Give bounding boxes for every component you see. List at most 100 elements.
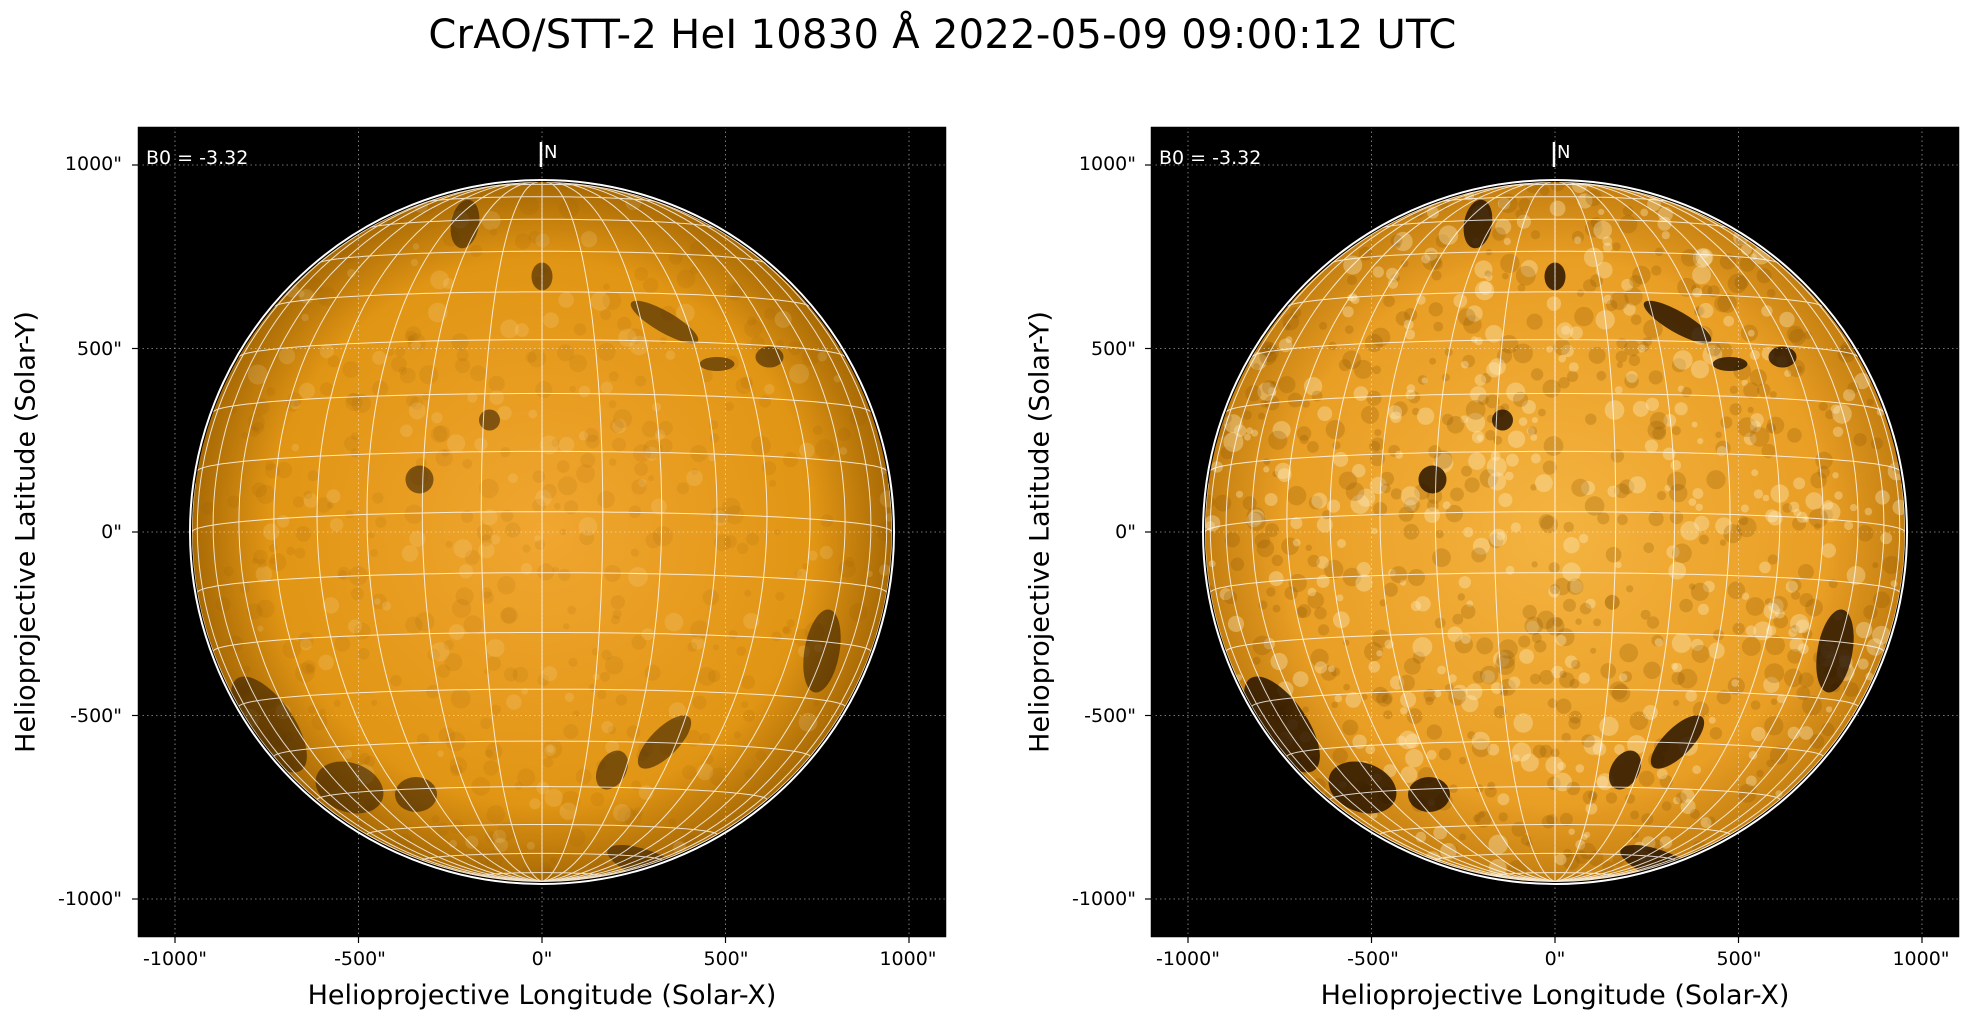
latitude-line: [1251, 688, 1859, 707]
latitude-line: [1436, 196, 1674, 204]
latitude-line: [317, 250, 767, 264]
x-tick-label: -1000": [1156, 948, 1220, 970]
latitude-line: [1329, 786, 1781, 800]
x-tick-label: -1000": [143, 948, 207, 970]
y-tick-label: 500": [1090, 338, 1136, 360]
latitude-line: [192, 511, 892, 533]
longitude-line: [192, 483, 543, 882]
dark-filament: [1418, 465, 1447, 494]
dark-filament: [1712, 357, 1748, 371]
longitude-line: [541, 483, 892, 882]
dark-filament: [630, 300, 699, 344]
axis-ticks: [132, 164, 910, 943]
b0-annotation: B0 = -3.32: [1159, 147, 1262, 169]
longitude-line: [1554, 182, 1824, 882]
longitude-line: [273, 182, 543, 882]
x-axis-label: Helioprojective Longitude (Solar-X): [307, 980, 777, 1011]
longitude-line: [1554, 182, 1859, 882]
longitude-line: [541, 182, 811, 882]
axis-ticks: [1145, 164, 1923, 943]
latitude-line: [480, 872, 604, 877]
x-tick-label: 1000": [1892, 948, 1950, 970]
latitude-line: [423, 196, 661, 204]
dark-filament: [1328, 761, 1397, 814]
dark-filament: [395, 777, 437, 812]
dark-filament: [1408, 777, 1450, 812]
dark-filament: [479, 409, 500, 431]
solar-image-panel-left: B0 = -3.32 N: [132, 126, 947, 943]
y-tick-label: -500": [70, 705, 122, 727]
longitude-line: [1225, 184, 1556, 882]
latitude-line: [1330, 250, 1780, 264]
dark-filament: [1492, 409, 1513, 431]
x-tick-label: 500": [703, 948, 749, 970]
latitude-line: [1205, 511, 1905, 533]
latitude-line: [1287, 291, 1823, 307]
dark-filament: [1608, 750, 1642, 790]
dark-filament: [1816, 609, 1854, 693]
dark-filament: [637, 715, 692, 769]
longitude-line: [421, 182, 543, 882]
longitude-line: [212, 184, 543, 882]
y-tick-label: 1000": [1078, 153, 1136, 175]
longitude-line: [238, 182, 543, 882]
latitude-line: [238, 688, 846, 707]
b0-annotation: B0 = -3.32: [146, 147, 249, 169]
longitude-line: [316, 182, 543, 882]
latitude-line: [274, 291, 810, 307]
longitude-line: [541, 182, 718, 882]
x-tick-label: 500": [1716, 948, 1762, 970]
y-tick-label: 0": [1115, 521, 1136, 543]
longitude-line: [1554, 483, 1905, 882]
longitude-line: [541, 194, 888, 882]
solar-disk-image-left: [132, 126, 947, 943]
longitude-line: [1554, 182, 1676, 882]
axes-frame: [137, 126, 947, 938]
y-tick-label: 1000": [64, 153, 122, 175]
y-tick-label: -500": [1084, 705, 1136, 727]
latitude-line: [421, 852, 663, 861]
longitude-line: [1554, 182, 1617, 882]
north-marker-label: N: [544, 142, 558, 163]
y-axis-label: Helioprojective Latitude (Solar-Y): [1024, 311, 1056, 753]
latitude-line: [1493, 872, 1617, 877]
axis-gridlines: [138, 127, 946, 937]
figure-title: CrAO/STT-2 HeI 10830 Å 2022-05-09 09:00:…: [428, 12, 1457, 58]
longitude-line: [1554, 194, 1901, 882]
x-tick-label: -500": [334, 948, 386, 970]
longitude-line: [1205, 483, 1556, 882]
longitude-line: [1554, 182, 1781, 882]
y-tick-label: -1000": [1072, 888, 1136, 910]
longitude-line: [1379, 182, 1556, 882]
latitude-line: [1496, 183, 1614, 188]
y-tick-label: 500": [76, 338, 122, 360]
dark-filament: [699, 357, 735, 371]
latitude-line: [1434, 852, 1676, 861]
heliographic-grid: [192, 182, 892, 882]
latitude-line: [483, 183, 601, 188]
longitude-line: [541, 184, 872, 882]
longitude-line: [196, 194, 543, 882]
latitude-line: [367, 218, 717, 229]
longitude-line: [366, 182, 543, 882]
longitude-line: [541, 182, 604, 882]
longitude-line: [541, 182, 663, 882]
longitude-line: [1209, 194, 1556, 882]
y-tick-label: -1000": [58, 888, 122, 910]
longitude-line: [1286, 182, 1556, 882]
longitude-line: [1329, 182, 1556, 882]
latitude-line: [273, 740, 811, 757]
solar-disk-image-right: [1145, 126, 1960, 943]
x-axis-label: Helioprojective Longitude (Solar-X): [1320, 980, 1790, 1011]
x-tick-label: -500": [1347, 948, 1399, 970]
longitude-line: [1554, 182, 1731, 882]
longitude-line: [541, 182, 846, 882]
dark-filament: [595, 750, 629, 790]
north-marker-label: N: [1557, 142, 1571, 163]
longitude-line: [1434, 182, 1556, 882]
longitude-line: [480, 182, 543, 882]
dark-filament: [405, 465, 434, 494]
latitude-line: [1380, 218, 1730, 229]
dark-filament: [1643, 300, 1712, 344]
latitude-line: [1286, 740, 1824, 757]
